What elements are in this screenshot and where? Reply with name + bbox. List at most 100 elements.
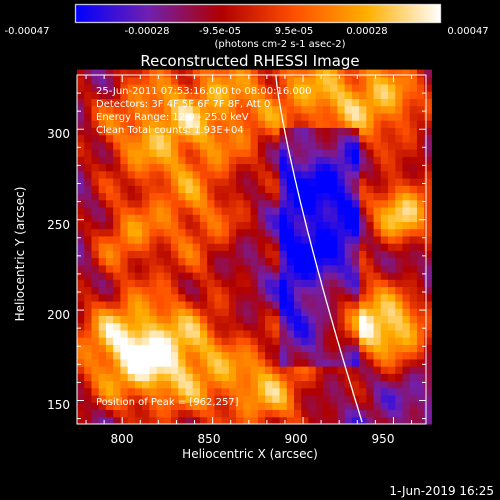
heatmap-cell bbox=[84, 214, 92, 222]
heatmap-cell bbox=[416, 185, 425, 194]
heatmap-cell bbox=[98, 178, 107, 186]
heatmap-cell bbox=[127, 351, 136, 360]
heatmap-cell bbox=[395, 264, 403, 273]
heatmap-cell bbox=[257, 134, 266, 143]
heatmap-cell bbox=[315, 120, 324, 128]
heatmap-cell bbox=[91, 69, 100, 78]
heatmap-cell bbox=[351, 192, 360, 201]
heatmap-cell bbox=[98, 163, 107, 172]
heatmap-cell bbox=[373, 127, 382, 136]
heatmap-cell bbox=[265, 221, 273, 230]
heatmap-cell bbox=[301, 387, 309, 396]
heatmap-cell bbox=[250, 322, 259, 331]
heatmap-cell bbox=[120, 264, 129, 273]
heatmap-cell bbox=[91, 380, 100, 389]
heatmap-cell bbox=[308, 192, 317, 201]
heatmap-cell bbox=[243, 366, 252, 374]
heatmap-cell bbox=[113, 105, 121, 114]
heatmap-cell bbox=[207, 380, 215, 389]
heatmap-cell bbox=[113, 207, 121, 215]
heatmap-cell bbox=[221, 163, 230, 172]
heatmap-cell bbox=[221, 373, 230, 382]
heatmap-cell bbox=[199, 337, 208, 345]
heatmap-cell bbox=[171, 351, 179, 360]
heatmap-cell bbox=[77, 98, 85, 107]
heatmap-cell bbox=[380, 192, 389, 201]
heatmap-cell bbox=[380, 185, 389, 194]
heatmap-cell bbox=[330, 178, 338, 186]
heatmap-cell bbox=[286, 308, 295, 316]
heatmap-cell bbox=[402, 264, 411, 273]
heatmap-cell bbox=[424, 76, 432, 85]
heatmap-cell bbox=[402, 228, 411, 237]
heatmap-cell bbox=[134, 149, 143, 157]
heatmap-cell bbox=[127, 127, 136, 136]
heatmap-cell bbox=[330, 84, 338, 92]
heatmap-cell bbox=[236, 149, 244, 157]
heatmap-cell bbox=[402, 366, 411, 374]
heatmap-cell bbox=[308, 358, 317, 367]
heatmap-cell bbox=[308, 170, 317, 179]
heatmap-cell bbox=[322, 163, 331, 172]
heatmap-cell bbox=[84, 373, 92, 382]
heatmap-cell bbox=[293, 120, 302, 128]
heatmap-cell bbox=[265, 91, 273, 99]
heatmap-cell bbox=[228, 76, 237, 85]
heatmap-cell bbox=[113, 264, 121, 273]
heatmap-cell bbox=[330, 293, 338, 302]
heatmap-cell bbox=[286, 337, 295, 345]
heatmap-cell bbox=[84, 293, 92, 302]
heatmap-cell bbox=[207, 192, 215, 201]
heatmap-cell bbox=[113, 185, 121, 194]
heatmap-cell bbox=[171, 98, 179, 107]
heatmap-cell bbox=[105, 351, 114, 360]
heatmap-cell bbox=[207, 156, 215, 165]
heatmap-cell bbox=[84, 112, 92, 121]
heatmap-cell bbox=[142, 127, 150, 136]
heatmap-cell bbox=[344, 257, 353, 266]
heatmap-cell bbox=[77, 380, 85, 389]
heatmap-cell bbox=[272, 279, 281, 288]
heatmap-cell bbox=[163, 380, 172, 389]
heatmap-cell bbox=[113, 98, 121, 107]
heatmap-cell bbox=[142, 156, 150, 165]
heatmap-cell bbox=[330, 329, 338, 338]
heatmap-cell bbox=[228, 380, 237, 389]
heatmap-cell bbox=[301, 163, 309, 172]
heatmap-cell bbox=[301, 308, 309, 316]
heatmap-cell bbox=[134, 163, 143, 172]
heatmap-cell bbox=[214, 84, 223, 92]
heatmap-cell bbox=[77, 163, 85, 172]
heatmap-cell bbox=[315, 149, 324, 157]
heatmap-cell bbox=[84, 178, 92, 186]
heatmap-cell bbox=[409, 395, 418, 403]
heatmap-cell bbox=[228, 279, 237, 288]
heatmap-cell bbox=[228, 199, 237, 208]
heatmap-cell bbox=[322, 315, 331, 324]
heatmap-cell bbox=[221, 351, 230, 360]
heatmap-cell bbox=[228, 207, 237, 215]
heatmap-cell bbox=[228, 156, 237, 165]
heatmap-cell bbox=[272, 387, 281, 396]
heatmap-cell bbox=[243, 185, 252, 194]
heatmap-cell bbox=[149, 149, 158, 157]
heatmap-cell bbox=[388, 127, 396, 136]
heatmap-cell bbox=[149, 91, 158, 99]
heatmap-cell bbox=[221, 76, 230, 85]
heatmap-cell bbox=[380, 76, 389, 85]
heatmap-cell bbox=[257, 416, 266, 425]
heatmap-cell bbox=[315, 112, 324, 121]
heatmap-cell bbox=[416, 243, 425, 251]
heatmap-cell bbox=[351, 402, 360, 411]
heatmap-cell bbox=[344, 120, 353, 128]
heatmap-cell bbox=[120, 380, 129, 389]
heatmap-cell bbox=[207, 228, 215, 237]
heatmap-cell bbox=[322, 199, 331, 208]
plot-frame bbox=[76, 74, 427, 425]
heatmap-cell bbox=[351, 351, 360, 360]
heatmap-cell bbox=[185, 272, 194, 280]
heatmap-cell bbox=[301, 272, 309, 280]
heatmap-cell bbox=[149, 214, 158, 222]
heatmap-cell bbox=[308, 272, 317, 280]
heatmap-cell bbox=[322, 250, 331, 259]
